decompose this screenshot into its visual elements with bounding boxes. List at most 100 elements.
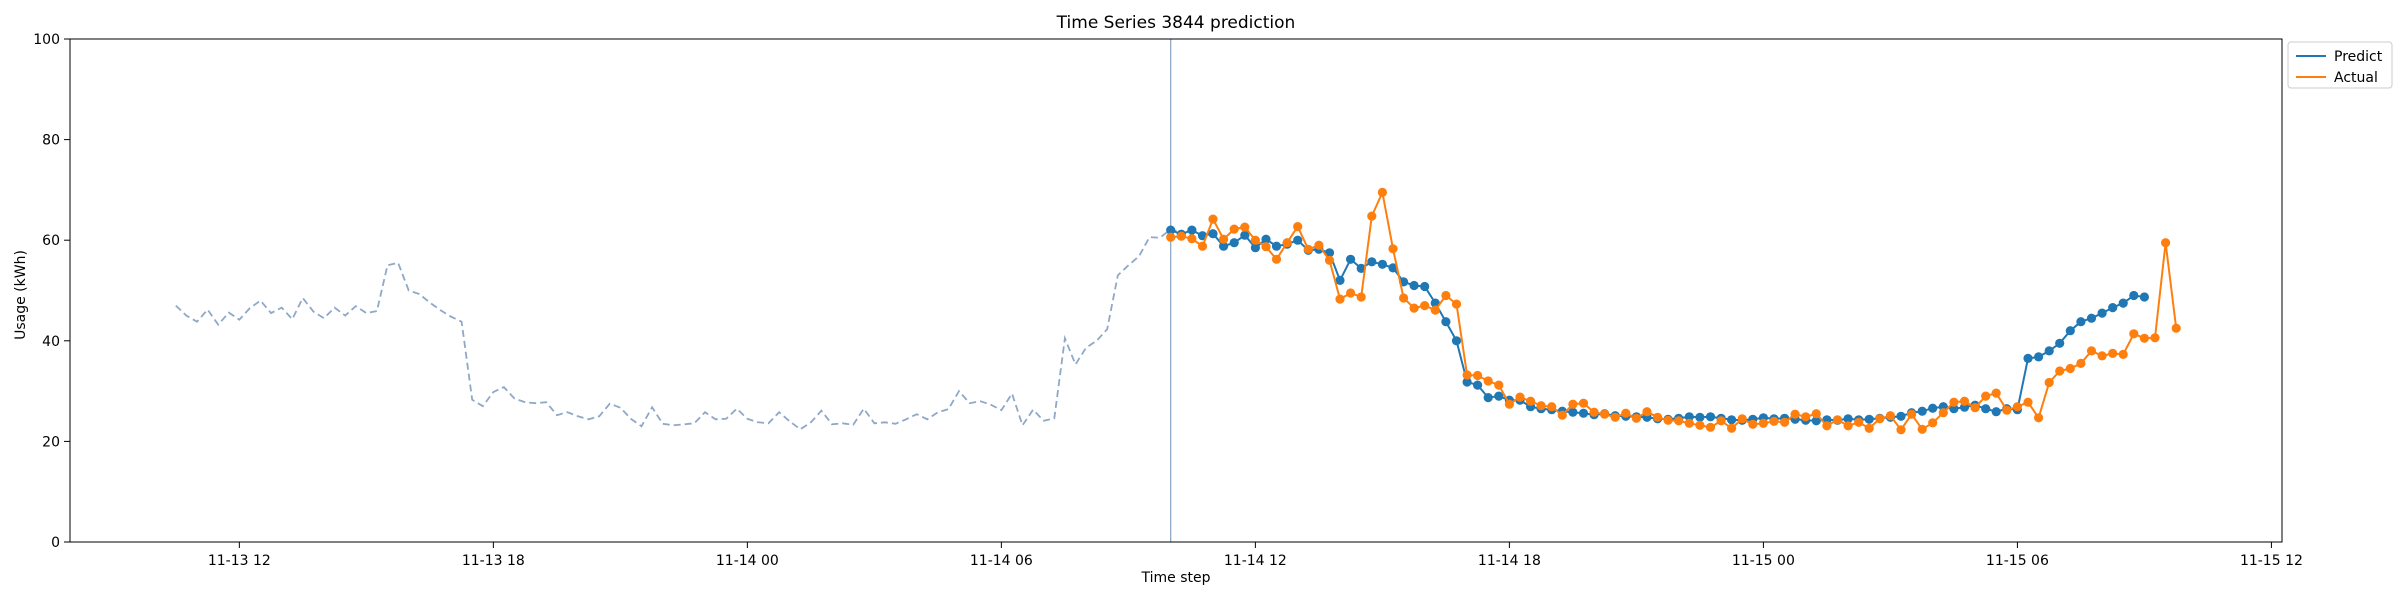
predict-point <box>1261 234 1271 244</box>
chart-title: Time Series 3844 prediction <box>1056 13 1296 33</box>
predict-point <box>1896 411 1906 421</box>
actual-point <box>1430 305 1440 315</box>
actual-point <box>1790 409 1800 419</box>
actual-point <box>1695 420 1705 430</box>
actual-point <box>1769 416 1779 426</box>
y-axis: 0 20 40 60 80 100 <box>33 32 70 551</box>
actual-point <box>1875 414 1885 424</box>
x-tick-label: 11-13 18 <box>462 553 525 569</box>
predict-point <box>1208 229 1218 239</box>
predict-point <box>1409 280 1419 291</box>
predict-point <box>1473 380 1483 390</box>
actual-point <box>1356 292 1366 302</box>
predict-point <box>2065 326 2075 336</box>
actual-point <box>2171 323 2181 333</box>
legend: Predict Actual <box>2287 41 2393 89</box>
predict-point <box>2097 308 2107 318</box>
predict-point <box>2108 303 2118 313</box>
actual-point <box>1240 222 1250 232</box>
actual-point <box>2076 358 2086 368</box>
predict-point <box>1346 254 1356 264</box>
actual-point <box>1409 303 1419 313</box>
predict-point <box>2118 298 2128 308</box>
x-tick-label: 11-13 12 <box>208 553 271 569</box>
predict-point <box>1293 235 1303 245</box>
predict-point <box>1187 225 1197 235</box>
actual-point <box>1705 422 1716 432</box>
predict-point <box>1462 377 1472 387</box>
x-tick-label: 11-15 00 <box>1732 553 1795 569</box>
predict-point <box>1578 408 1589 418</box>
y-tick-label: 100 <box>33 32 60 48</box>
predict-point <box>1494 391 1504 401</box>
predict-point <box>1367 257 1377 267</box>
actual-point <box>1250 235 1260 245</box>
actual-point <box>1864 423 1874 433</box>
actual-point <box>1737 414 1747 424</box>
actual-point <box>2108 348 2118 358</box>
actual-point <box>1600 409 1610 419</box>
actual-point <box>2023 397 2033 407</box>
actual-point <box>2002 405 2012 415</box>
actual-point <box>1970 403 1980 413</box>
plot-frame <box>69 38 2283 543</box>
actual-point <box>1483 376 1493 386</box>
x-tick-label: 11-14 18 <box>1478 553 1541 569</box>
actual-point <box>1303 244 1313 254</box>
predict-point <box>1917 406 1927 416</box>
actual-point <box>1367 211 1377 221</box>
predict-point <box>1451 336 1462 346</box>
actual-point <box>1526 396 1536 406</box>
actual-point <box>1176 231 1186 241</box>
legend-label-actual: Actual <box>2334 70 2378 86</box>
y-axis-label: Usage (kWh) <box>13 250 29 340</box>
actual-point <box>1727 423 1737 433</box>
actual-point <box>1885 411 1895 421</box>
predict-point <box>1705 412 1716 422</box>
actual-point <box>1959 396 1970 406</box>
actual-point <box>1780 417 1790 427</box>
actual-point <box>1504 399 1514 409</box>
actual-point <box>1451 299 1462 309</box>
predict-point <box>1377 259 1387 269</box>
predict-point <box>1324 248 1335 258</box>
actual-point <box>1547 402 1557 412</box>
x-tick-label: 11-14 00 <box>716 553 779 569</box>
actual-point <box>1949 397 1959 407</box>
actual-point <box>1557 410 1567 420</box>
actual-point <box>1653 412 1663 422</box>
x-axis: 11-13 12 11-13 18 11-14 00 11-14 06 11-14 12… <box>208 542 2303 569</box>
actual-point <box>1578 398 1589 408</box>
predict-point <box>1250 243 1260 253</box>
predict-point <box>2034 352 2044 362</box>
predict-point <box>1727 415 1737 425</box>
predict-point <box>1695 412 1705 422</box>
actual-point <box>1938 408 1948 418</box>
predict-point <box>1166 225 1176 235</box>
predict-point <box>2055 338 2065 348</box>
actual-point <box>1314 240 1324 250</box>
actual-point <box>1293 222 1303 232</box>
actual-point <box>1187 234 1197 244</box>
predict-point <box>1811 416 1821 426</box>
actual-point <box>2161 238 2171 248</box>
actual-point <box>1758 418 1768 428</box>
actual-point <box>2118 349 2128 359</box>
y-tick-label: 60 <box>42 233 60 249</box>
predict-point <box>1864 414 1874 424</box>
actual-point <box>1896 425 1906 435</box>
predict-point <box>1229 238 1239 248</box>
actual-point <box>1981 391 1991 401</box>
predict-point <box>2076 317 2086 327</box>
actual-point <box>1642 407 1652 417</box>
predict-point <box>1981 404 1991 414</box>
actual-point <box>1399 293 1409 303</box>
predict-point <box>1928 403 1938 413</box>
actual-point <box>2086 346 2097 356</box>
predict-point <box>1991 407 2001 417</box>
actual-point <box>2097 351 2107 361</box>
x-axis-label: Time step <box>1141 570 1211 586</box>
predict-point <box>1219 241 1229 251</box>
legend-label-predict: Predict <box>2334 49 2383 65</box>
actual-point <box>2034 413 2044 423</box>
